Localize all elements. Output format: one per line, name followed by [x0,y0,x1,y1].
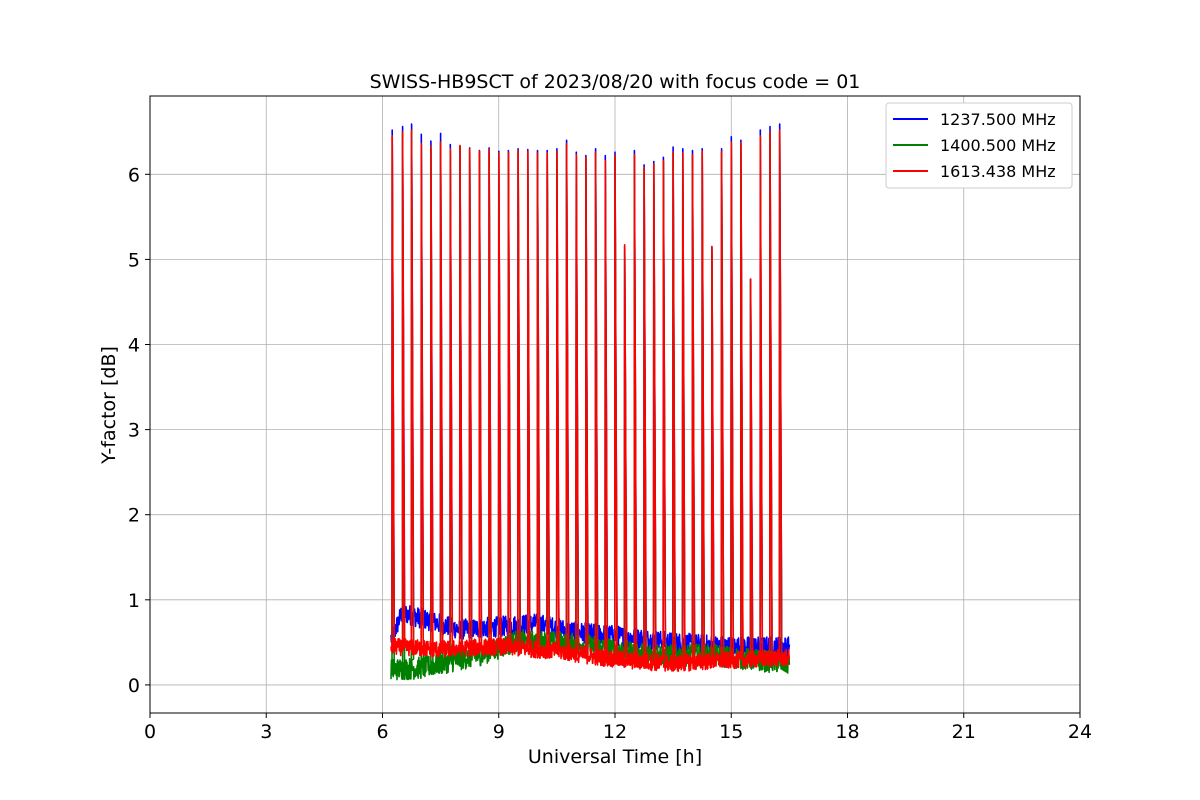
legend-label-1: 1237.500 MHz [940,110,1056,129]
y-tick-label: 5 [128,249,140,271]
x-tick-label: 24 [1068,721,1092,743]
y-tick-label: 0 [128,675,140,697]
x-axis-label: Universal Time [h] [528,746,702,768]
legend-label-3: 1613.438 MHz [940,162,1056,181]
x-tick-label: 12 [603,721,627,743]
x-tick-label: 3 [260,721,272,743]
legend: 1237.500 MHz 1400.500 MHz 1613.438 MHz [885,102,1073,189]
x-tick-label: 18 [835,721,859,743]
x-tick-label: 6 [376,721,388,743]
series-line-3 [390,129,791,673]
x-tick-label: 15 [719,721,743,743]
chart-title: SWISS-HB9SCT of 2023/08/20 with focus co… [370,71,861,93]
x-tick-label: 21 [952,721,976,743]
legend-box [885,102,1073,189]
y-axis-label: Y-factor [dB] [98,346,120,465]
y-tick-label: 3 [128,420,140,442]
x-tick-label: 0 [144,721,156,743]
x-tick-label: 9 [493,721,505,743]
y-tick-label: 2 [128,505,140,527]
legend-label-2: 1400.500 MHz [940,136,1056,155]
y-tick-label: 6 [128,164,140,186]
series-group [390,123,791,681]
y-tick-label: 1 [128,590,140,612]
y-tick-label: 4 [128,335,140,357]
